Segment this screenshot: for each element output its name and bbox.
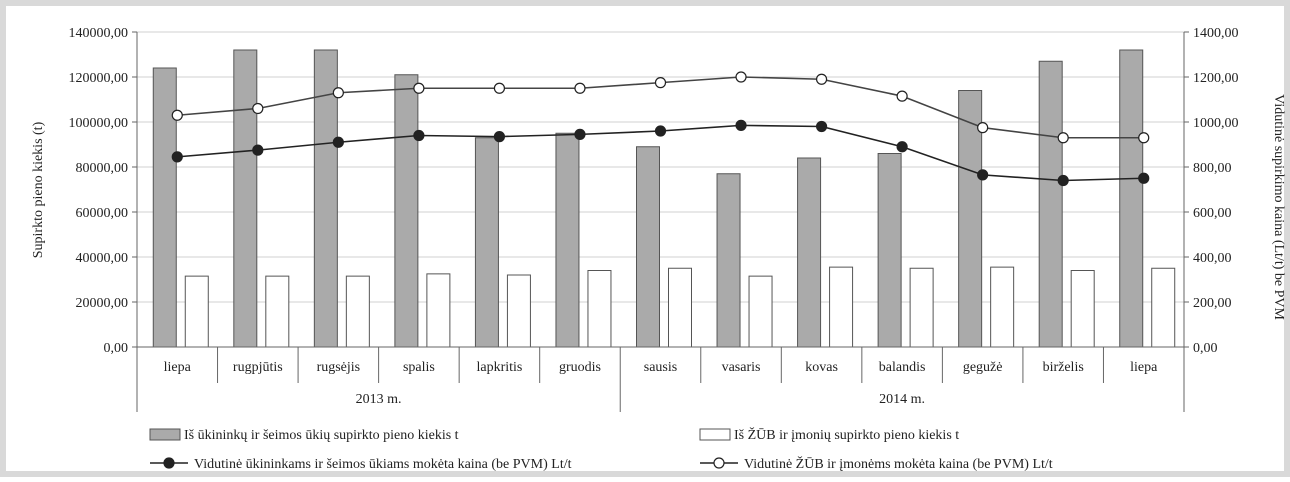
x-tick-label: rugsėjis bbox=[317, 360, 361, 375]
x-tick-label: kovas bbox=[805, 360, 838, 375]
axes: 0,00 0,00 20000,00 200,00 40000,00 400,00 6000… bbox=[69, 26, 1239, 412]
legend-swatch bbox=[699, 428, 731, 441]
y-axis-label-left: Supirkto pieno kiekis (t) bbox=[31, 121, 46, 258]
data-point bbox=[1138, 172, 1150, 184]
data-point bbox=[252, 144, 264, 156]
data-point bbox=[896, 141, 908, 153]
legend: Iš ūkininkų ir šeimos ūkių supirkto pien… bbox=[149, 426, 1053, 472]
bar bbox=[233, 49, 258, 348]
data-point bbox=[413, 129, 425, 142]
data-point bbox=[1057, 174, 1069, 187]
bar bbox=[506, 274, 531, 348]
y-tick-label-left: 0,00 bbox=[104, 341, 129, 356]
y-tick-label-left: 120000,00 bbox=[69, 71, 129, 86]
bar bbox=[152, 67, 177, 348]
data-point bbox=[735, 71, 747, 83]
data-point bbox=[574, 128, 586, 140]
bar bbox=[877, 153, 902, 348]
bar bbox=[1070, 270, 1095, 348]
year-group-label: 2014 m. bbox=[879, 392, 925, 407]
bar bbox=[797, 157, 822, 348]
data-point bbox=[171, 151, 183, 163]
year-group-label: 2013 m. bbox=[356, 392, 402, 407]
line-series bbox=[171, 71, 1150, 187]
legend-marker bbox=[713, 457, 725, 469]
legend-label: Iš ŽŪB ir įmonių supirkto pieno kiekis t bbox=[734, 426, 959, 443]
data-point bbox=[1057, 132, 1069, 144]
data-point bbox=[1138, 132, 1150, 144]
y-tick-label-left: 80000,00 bbox=[76, 161, 129, 176]
data-point bbox=[252, 102, 264, 115]
x-tick-label: vasaris bbox=[722, 360, 761, 375]
bar bbox=[345, 275, 370, 348]
x-tick-label: gegužė bbox=[963, 360, 1003, 375]
y-tick-label-left: 40000,00 bbox=[76, 251, 129, 266]
bar bbox=[636, 146, 660, 348]
bar bbox=[909, 267, 934, 348]
x-tick-label: liepa bbox=[164, 360, 192, 375]
bar bbox=[990, 266, 1015, 348]
y-tick-label-left: 60000,00 bbox=[76, 206, 129, 221]
data-point bbox=[977, 122, 989, 134]
bar bbox=[1038, 60, 1063, 348]
y-tick-label-right: 800,00 bbox=[1193, 161, 1232, 176]
data-point bbox=[977, 169, 989, 181]
legend-label: Iš ūkininkų ir šeimos ūkių supirkto pien… bbox=[184, 428, 459, 443]
bar bbox=[716, 173, 741, 348]
x-tick-label: rugpjūtis bbox=[233, 360, 283, 375]
legend-label: Vidutinė ŽŪB ir įmonėms mokėta kaina (be… bbox=[744, 455, 1053, 472]
y-tick-label-right: 200,00 bbox=[1193, 296, 1232, 311]
y-tick-label-right: 600,00 bbox=[1193, 206, 1232, 221]
y-tick-label-right: 1200,00 bbox=[1193, 71, 1239, 86]
bar bbox=[474, 137, 499, 348]
x-tick-label: sausis bbox=[644, 360, 677, 375]
legend-marker bbox=[163, 457, 175, 469]
y-tick-label-right: 1400,00 bbox=[1193, 26, 1239, 41]
data-point bbox=[493, 82, 506, 94]
data-point bbox=[654, 77, 667, 89]
y-tick-label-right: 1000,00 bbox=[1193, 116, 1239, 131]
legend-swatch bbox=[149, 428, 181, 441]
bar bbox=[184, 275, 209, 348]
bar bbox=[426, 273, 451, 348]
data-point bbox=[815, 73, 828, 85]
x-tick-label: gruodis bbox=[559, 360, 601, 375]
y-tick-label-left: 100000,00 bbox=[69, 116, 129, 131]
data-point bbox=[332, 87, 344, 99]
bar bbox=[668, 267, 692, 348]
bar bbox=[829, 266, 854, 348]
data-point bbox=[332, 136, 344, 148]
y-tick-label-right: 400,00 bbox=[1193, 251, 1232, 266]
data-point bbox=[815, 120, 828, 133]
legend-label: Vidutinė ūkininkams ir šeimos ūkiams mok… bbox=[194, 457, 572, 472]
data-point bbox=[896, 90, 908, 102]
data-point bbox=[171, 109, 183, 121]
data-point bbox=[493, 131, 506, 143]
bar bbox=[555, 132, 580, 348]
x-tick-label: spalis bbox=[403, 360, 435, 375]
data-point bbox=[654, 125, 667, 137]
x-tick-label: birželis bbox=[1043, 360, 1084, 375]
x-tick-label: lapkritis bbox=[476, 360, 522, 375]
gridlines bbox=[137, 31, 1184, 303]
bar bbox=[748, 275, 773, 348]
y-axis-label-right: Vidutinė supirkimo kaina (Lt/t) be PVM bbox=[1271, 94, 1286, 320]
x-tick-label: liepa bbox=[1130, 360, 1158, 375]
y-tick-label-right: 0,00 bbox=[1193, 341, 1218, 356]
bar bbox=[394, 74, 419, 348]
data-point bbox=[574, 82, 586, 94]
bar bbox=[587, 270, 612, 348]
bar bbox=[1151, 267, 1176, 348]
data-point bbox=[735, 119, 747, 131]
y-tick-label-left: 140000,00 bbox=[69, 26, 129, 41]
data-point bbox=[413, 82, 425, 94]
bar-series bbox=[152, 49, 1176, 348]
bar bbox=[1119, 49, 1144, 348]
x-tick-label: balandis bbox=[879, 360, 926, 375]
y-tick-label-left: 20000,00 bbox=[76, 296, 129, 311]
bar bbox=[265, 275, 290, 348]
